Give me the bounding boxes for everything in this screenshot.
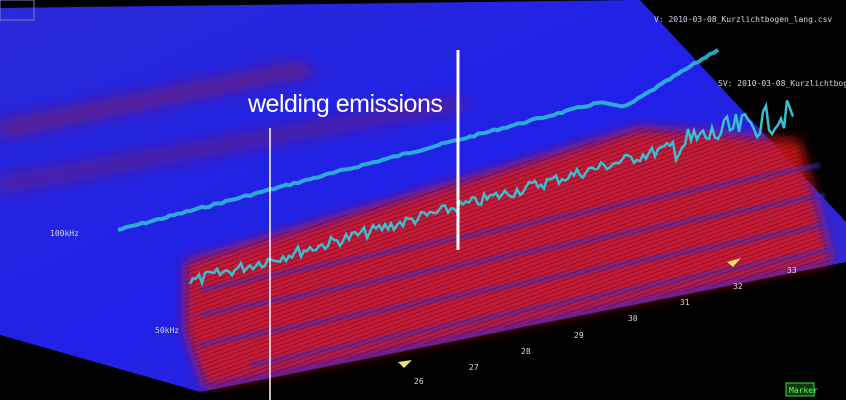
time-tick-label: 32 <box>733 282 743 291</box>
annotation: welding emissions <box>247 90 442 118</box>
freq-tick-label: 50kHz <box>155 326 179 335</box>
time-tick-label: 29 <box>574 331 584 340</box>
spectrogram-view: welding emissions V: 2010-03-08_Kurzlich… <box>0 0 846 400</box>
time-tick-label: 31 <box>680 298 690 307</box>
freq-tick-label: 100kHz <box>50 229 79 238</box>
marker-button[interactable]: Marker <box>786 383 818 396</box>
page: welding emissions V: 2010-03-08_Kurzlich… <box>0 0 846 400</box>
time-tick-label: 28 <box>521 347 531 356</box>
time-tick-label: 26 <box>414 377 424 386</box>
time-tick-label: 33 <box>787 266 797 275</box>
time-tick-label: 27 <box>469 363 479 372</box>
file-label: SV: 2010-03-08_Kurzlichtbogen_lang.csv <box>718 79 846 88</box>
time-tick-label: 30 <box>628 314 638 323</box>
button-label[interactable]: Marker <box>789 386 818 395</box>
file-label: V: 2010-03-08_Kurzlichtbogen_lang.csv <box>654 15 832 24</box>
